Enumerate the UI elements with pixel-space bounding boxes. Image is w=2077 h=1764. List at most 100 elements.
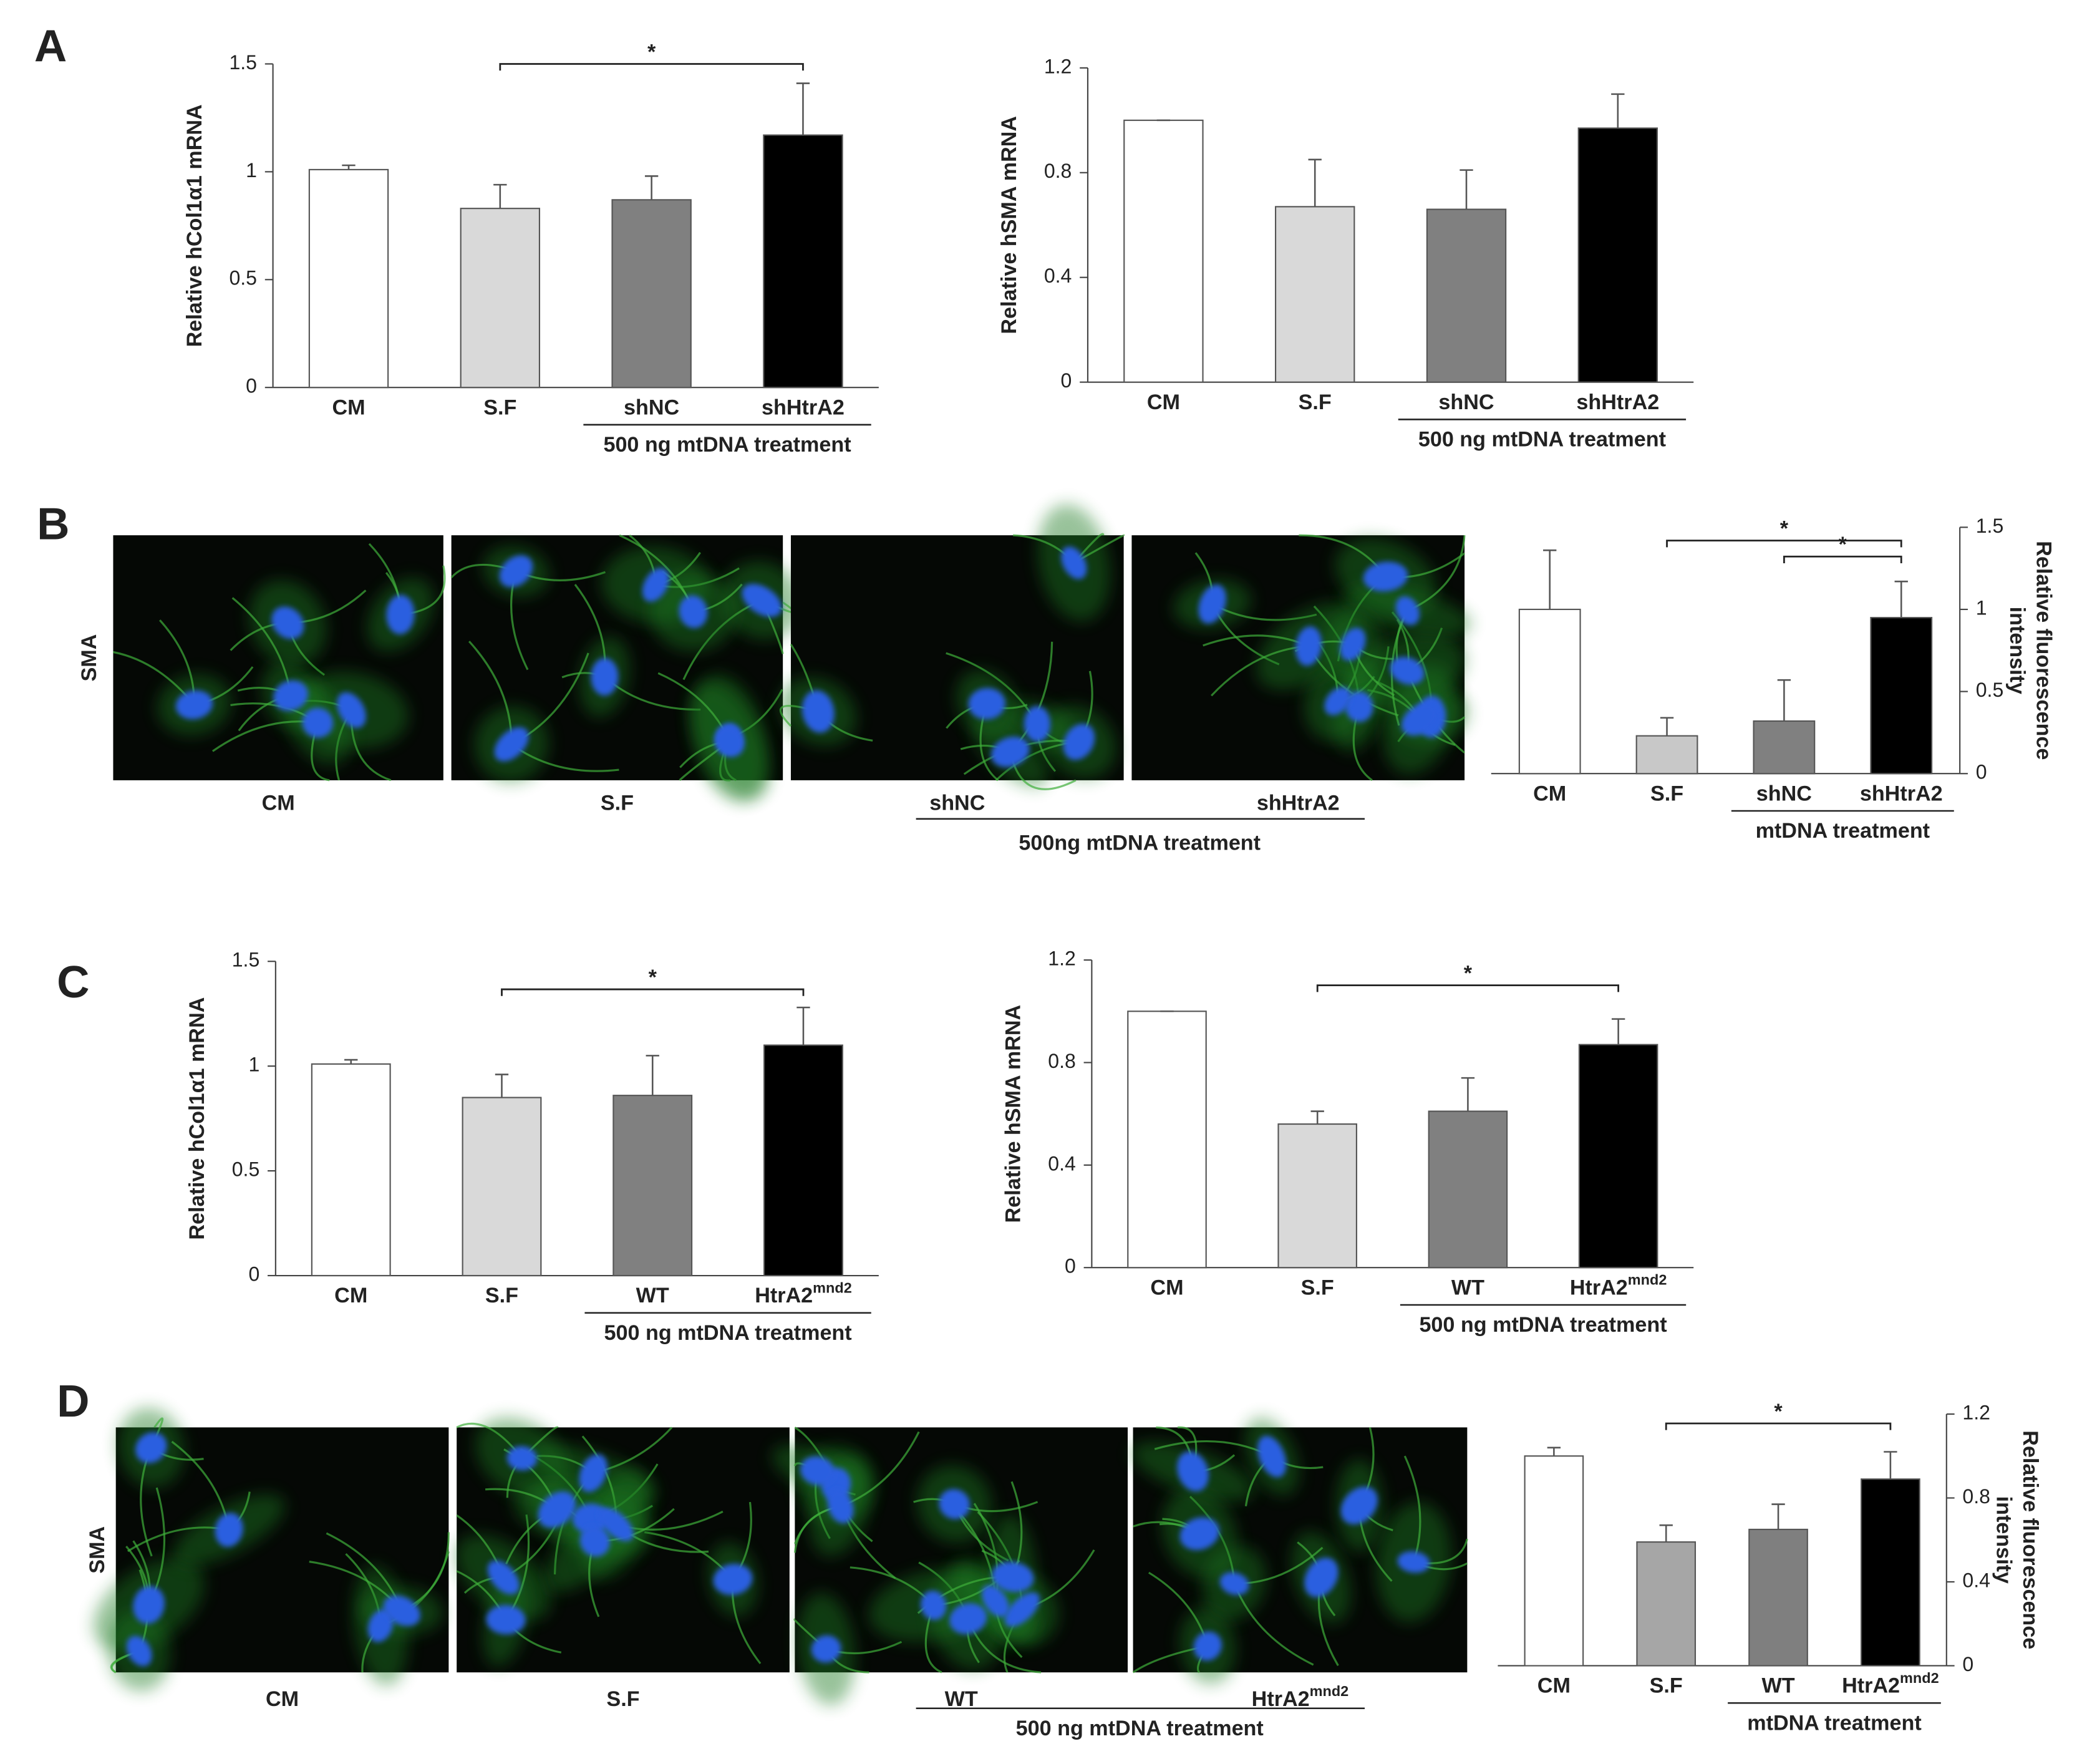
bar	[1635, 735, 1698, 775]
y-tick-label: 0	[1962, 1653, 1973, 1675]
y-axis-label: Relative fluorescence	[2031, 541, 2055, 760]
x-tick-label-text: CM	[332, 395, 365, 419]
nucleus	[992, 1561, 1034, 1592]
bar	[1277, 1123, 1357, 1269]
nucleus	[1193, 1631, 1222, 1661]
nucleus	[579, 1454, 608, 1493]
image-caption-text: S.F	[601, 791, 634, 815]
nucleus	[1340, 1486, 1378, 1524]
error-bar	[493, 183, 507, 209]
y-tick-label: 0	[1976, 761, 1987, 783]
image-caption-text: S.F	[606, 1687, 639, 1711]
nucleus	[486, 1605, 526, 1635]
x-tick-label: HtrA2mnd2	[1570, 1272, 1667, 1300]
nucleus	[968, 687, 1005, 720]
nucleus	[1401, 703, 1438, 736]
nucleus	[713, 1564, 753, 1596]
x-tick-label: HtrA2mnd2	[1842, 1670, 1939, 1698]
y-axis-label: intensity	[2005, 607, 2029, 694]
y-axis-label: Relative hCol1α1 mRNA	[185, 997, 209, 1240]
nucleus	[1397, 1551, 1430, 1573]
panel-label: B	[37, 498, 69, 549]
y-axis-label: intensity	[1992, 1496, 2015, 1584]
y-tick-label: 0	[1065, 1255, 1076, 1277]
image-caption: S.F	[606, 1687, 639, 1711]
image-caption-text: CM	[262, 791, 295, 815]
x-tick-label: S.F	[483, 395, 516, 419]
error-bar	[1884, 1451, 1897, 1480]
group-label: 500 ng mtDNA treatment	[1419, 1313, 1667, 1337]
error-bar	[644, 175, 659, 200]
nucleus	[386, 594, 415, 634]
x-tick-label-superscript: mnd2	[813, 1280, 852, 1296]
image-caption-text: shHtrA2	[1257, 791, 1340, 815]
error-bar	[646, 1055, 659, 1096]
panel-label: D	[57, 1376, 89, 1427]
error-bar	[1659, 1524, 1673, 1543]
bar	[1524, 1455, 1584, 1667]
image-caption-text: shNC	[929, 791, 985, 815]
image-caption: WT	[945, 1687, 978, 1711]
x-tick-label: CM	[332, 395, 365, 419]
bar	[308, 168, 389, 389]
x-tick-label: S.F	[1301, 1276, 1334, 1299]
nucleus	[1395, 596, 1420, 626]
nucleus	[506, 1446, 538, 1471]
significance-label: *	[1839, 533, 1847, 556]
x-tick-label-text: WT	[636, 1284, 669, 1307]
x-tick-label-text: CM	[1537, 1674, 1571, 1698]
nucleus	[1179, 1517, 1219, 1551]
x-tick-label-text: S.F	[1301, 1276, 1334, 1299]
row-label: SMA	[85, 1526, 109, 1574]
significance-label: *	[1464, 962, 1473, 986]
x-tick-label: shHtrA2	[1576, 390, 1659, 414]
significance-label: *	[649, 966, 657, 989]
image-caption-text: WT	[945, 1687, 978, 1711]
micrograph	[1131, 534, 1471, 782]
group-label: 500ng mtDNA treatment	[1019, 831, 1261, 855]
y-tick-label: 0.5	[1976, 679, 2003, 701]
nucleus	[175, 690, 213, 720]
bar	[1426, 208, 1507, 383]
x-tick-label: shNC	[1756, 782, 1812, 805]
error-bar	[796, 82, 810, 135]
error-bar	[1611, 93, 1625, 128]
bar	[1123, 119, 1204, 383]
y-axis-label: Relative hSMA mRNA	[1002, 1005, 1025, 1223]
x-tick-label: CM	[1147, 390, 1180, 414]
x-tick-label: shNC	[1438, 390, 1494, 414]
y-axis-label: Relative fluorescence	[2018, 1430, 2042, 1649]
nucleus	[499, 555, 533, 588]
nucleus	[487, 1560, 520, 1595]
nucleus	[337, 692, 366, 728]
nucleus	[981, 1585, 1010, 1617]
y-tick-label: 0	[248, 1262, 259, 1285]
filament	[1407, 535, 1466, 612]
nucleus	[801, 690, 835, 733]
nucleus	[271, 606, 304, 639]
bar	[763, 134, 843, 389]
error-bar	[1547, 1447, 1561, 1456]
y-axis-label: Relative hSMA mRNA	[997, 116, 1021, 334]
nucleus	[494, 727, 529, 762]
nucleus	[1304, 1558, 1339, 1597]
y-tick-label: 0.4	[1048, 1152, 1075, 1175]
micrograph	[450, 534, 801, 802]
error-bar	[344, 1059, 358, 1064]
nucleus	[273, 680, 308, 711]
error-bar	[1310, 1110, 1324, 1125]
image-caption: shHtrA2	[1257, 791, 1340, 815]
x-tick-label-superscript: mnd2	[1900, 1670, 1939, 1686]
significance-label: *	[647, 40, 656, 64]
nucleus	[1004, 1592, 1040, 1627]
image-caption: CM	[266, 1687, 299, 1711]
nucleus	[1345, 691, 1373, 722]
significance-bracket	[499, 63, 804, 71]
error-bar	[1771, 1503, 1785, 1529]
x-tick-label-text: CM	[1533, 782, 1566, 805]
bar	[1753, 720, 1816, 775]
nucleus	[1061, 546, 1087, 579]
y-tick-label: 1	[1976, 596, 1987, 619]
